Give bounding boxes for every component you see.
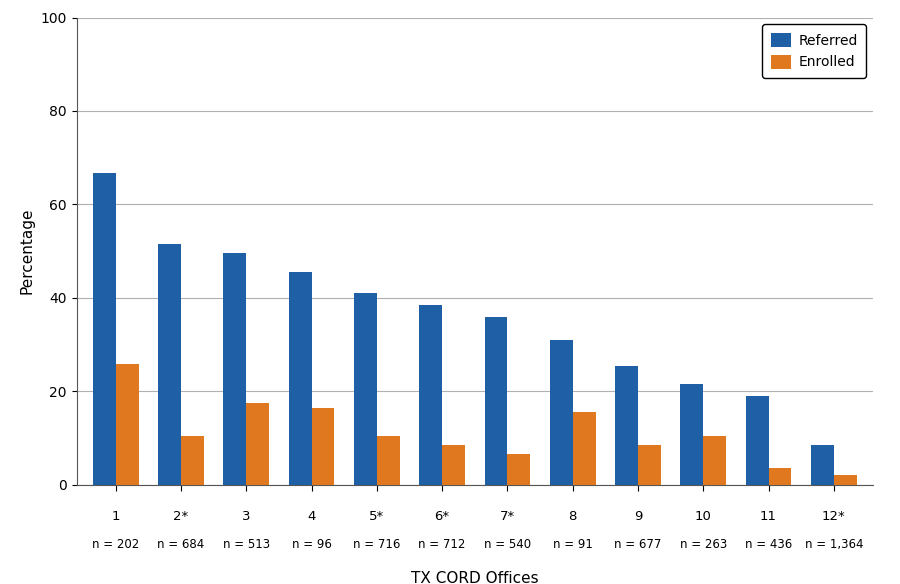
Text: n = 263: n = 263 xyxy=(680,538,727,551)
Bar xyxy=(572,412,596,485)
Bar xyxy=(484,317,508,485)
Bar xyxy=(419,305,442,485)
Text: 7*: 7* xyxy=(500,510,515,523)
Text: 10: 10 xyxy=(695,510,712,523)
Text: 12*: 12* xyxy=(822,510,846,523)
Text: TX CORD Offices: TX CORD Offices xyxy=(411,571,538,584)
Bar xyxy=(158,244,181,485)
Bar xyxy=(223,252,247,485)
Text: n = 716: n = 716 xyxy=(353,538,400,551)
Bar xyxy=(769,468,791,485)
Bar xyxy=(508,454,530,485)
Text: n = 684: n = 684 xyxy=(158,538,204,551)
Text: n = 436: n = 436 xyxy=(745,538,792,551)
Bar xyxy=(116,364,139,485)
Bar xyxy=(311,408,335,485)
Text: 1: 1 xyxy=(112,510,120,523)
Bar xyxy=(442,445,465,485)
Text: 3: 3 xyxy=(242,510,250,523)
Text: n = 91: n = 91 xyxy=(553,538,592,551)
Bar xyxy=(289,272,311,485)
Legend: Referred, Enrolled: Referred, Enrolled xyxy=(762,25,866,78)
Bar xyxy=(247,403,269,485)
Text: n = 1,364: n = 1,364 xyxy=(805,538,863,551)
Text: n = 540: n = 540 xyxy=(484,538,531,551)
Bar xyxy=(550,340,572,485)
Bar xyxy=(680,384,703,485)
Text: n = 513: n = 513 xyxy=(222,538,270,551)
Text: 6*: 6* xyxy=(435,510,450,523)
Bar xyxy=(638,445,661,485)
Bar xyxy=(377,436,400,485)
Text: 8: 8 xyxy=(569,510,577,523)
Bar xyxy=(181,436,203,485)
Bar xyxy=(703,436,726,485)
Text: n = 96: n = 96 xyxy=(292,538,331,551)
Text: n = 202: n = 202 xyxy=(92,538,140,551)
Bar xyxy=(746,396,769,485)
Text: 4: 4 xyxy=(307,510,316,523)
Bar xyxy=(833,475,857,485)
Bar xyxy=(354,293,377,485)
Y-axis label: Percentage: Percentage xyxy=(20,208,35,294)
Text: n = 677: n = 677 xyxy=(615,538,662,551)
Bar xyxy=(93,173,116,485)
Bar xyxy=(811,445,833,485)
Bar xyxy=(615,366,638,485)
Text: 11: 11 xyxy=(760,510,777,523)
Text: 2*: 2* xyxy=(174,510,189,523)
Text: 5*: 5* xyxy=(369,510,384,523)
Text: n = 712: n = 712 xyxy=(418,538,466,551)
Text: 9: 9 xyxy=(634,510,643,523)
